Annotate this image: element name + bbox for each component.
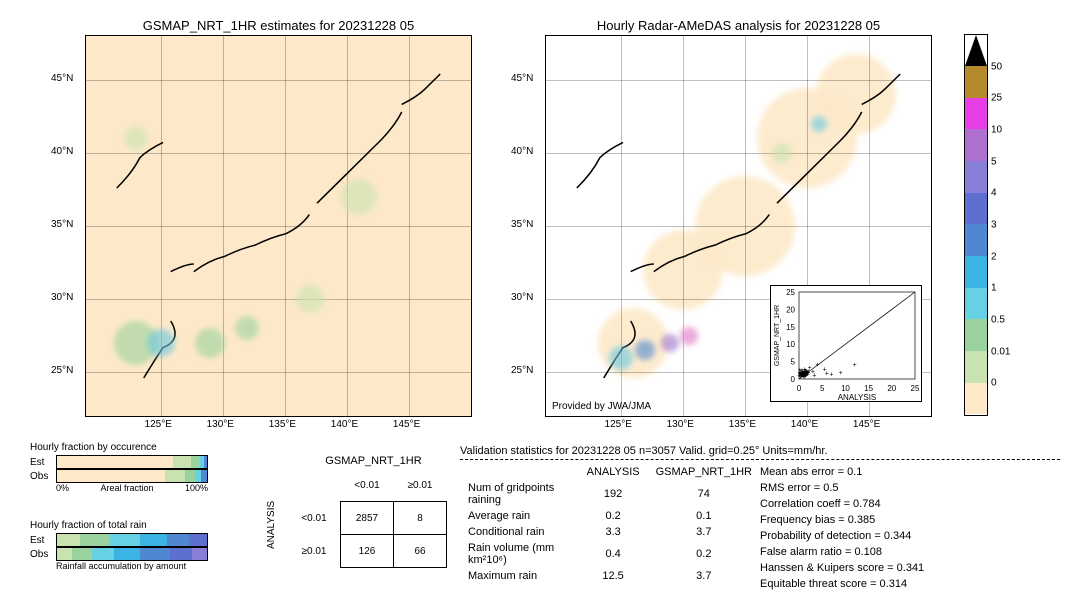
svg-text:20: 20 bbox=[786, 305, 795, 314]
hourly-occurrence-block: Hourly fraction by occurence EstObs0%Are… bbox=[30, 442, 208, 493]
svg-text:10: 10 bbox=[841, 384, 850, 393]
ct-cell-10: 126 bbox=[341, 535, 394, 568]
ct-row-1: ≥0.01 bbox=[288, 535, 341, 568]
svg-text:+: + bbox=[853, 362, 857, 369]
scatter-plot: 00551010151520202525++++++++++++++++++++… bbox=[771, 286, 921, 401]
svg-text:5: 5 bbox=[820, 384, 825, 393]
contingency-row-title: ANALYSIS bbox=[266, 501, 277, 549]
svg-text:+: + bbox=[829, 372, 833, 379]
ct-cell-00: 2857 bbox=[341, 502, 394, 535]
ct-col-0: <0.01 bbox=[341, 469, 394, 502]
ct-cell-01: 8 bbox=[394, 502, 447, 535]
gsmap-map: GSMAP_NRT_1HR estimates for 20231228 05 bbox=[85, 35, 472, 417]
svg-text:25: 25 bbox=[911, 384, 920, 393]
ct-cell-11: 66 bbox=[394, 535, 447, 568]
validation-table: ANALYSISGSMAP_NRT_1HRNum of gridpoints r… bbox=[460, 464, 760, 592]
validation-title: Validation statistics for 20231228 05 n=… bbox=[460, 445, 1060, 460]
hourly-total-title: Hourly fraction of total rain bbox=[30, 520, 208, 531]
contingency-title: GSMAP_NRT_1HR bbox=[270, 455, 447, 467]
hourly-total-block: Hourly fraction of total rain EstObsRain… bbox=[30, 520, 208, 571]
svg-text:+: + bbox=[839, 370, 843, 377]
hourly-occurrence-title: Hourly fraction by occurence bbox=[30, 442, 208, 453]
svg-text:25: 25 bbox=[786, 288, 795, 297]
validation-stats: Validation statistics for 20231228 05 n=… bbox=[460, 445, 1060, 592]
map-credit: Provided by JWA/JMA bbox=[552, 401, 651, 412]
scatter-inset: 00551010151520202525++++++++++++++++++++… bbox=[770, 285, 922, 402]
ct-col-1: ≥0.01 bbox=[394, 469, 447, 502]
svg-text:+: + bbox=[812, 373, 816, 380]
svg-text:0: 0 bbox=[797, 384, 802, 393]
svg-text:+: + bbox=[825, 371, 829, 378]
colorbar: 502510543210.50.010 bbox=[965, 35, 987, 415]
svg-text:GSMAP_NRT_1HR: GSMAP_NRT_1HR bbox=[774, 305, 781, 366]
ct-row-0: <0.01 bbox=[288, 502, 341, 535]
svg-text:0: 0 bbox=[791, 375, 796, 384]
svg-text:ANALYSIS: ANALYSIS bbox=[838, 393, 877, 401]
svg-text:15: 15 bbox=[786, 323, 795, 332]
radar-map-title: Hourly Radar-AMeDAS analysis for 2023122… bbox=[546, 18, 931, 33]
svg-text:+: + bbox=[803, 370, 807, 376]
svg-text:5: 5 bbox=[791, 358, 796, 367]
svg-text:+: + bbox=[816, 362, 820, 369]
contingency-table: GSMAP_NRT_1HR ANALYSIS <0.01 ≥0.01 <0.01… bbox=[270, 455, 447, 568]
gsmap-map-title: GSMAP_NRT_1HR estimates for 20231228 05 bbox=[86, 18, 471, 33]
validation-metrics: Mean abs error = 0.1RMS error = 0.5Corre… bbox=[760, 464, 924, 592]
svg-text:20: 20 bbox=[887, 384, 896, 393]
svg-text:10: 10 bbox=[786, 340, 795, 349]
svg-text:15: 15 bbox=[864, 384, 873, 393]
